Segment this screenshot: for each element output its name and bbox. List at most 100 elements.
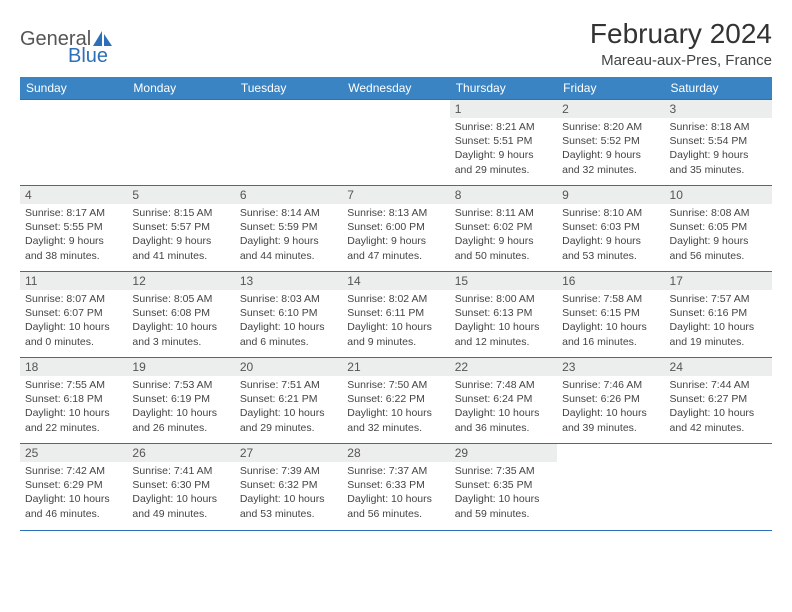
daylight-line: Daylight: 9 hours and 29 minutes. [455,148,552,176]
day-cell: 17Sunrise: 7:57 AMSunset: 6:16 PMDayligh… [665,272,772,358]
daylight-line: Daylight: 10 hours and 6 minutes. [240,320,337,348]
day-cell: 7Sunrise: 8:13 AMSunset: 6:00 PMDaylight… [342,186,449,272]
day-number: 12 [127,272,234,290]
day-number: 5 [127,186,234,204]
day-cell: 15Sunrise: 8:00 AMSunset: 6:13 PMDayligh… [450,272,557,358]
sunrise-line: Sunrise: 8:13 AM [347,206,444,220]
day-number: 17 [665,272,772,290]
day-cell: 27Sunrise: 7:39 AMSunset: 6:32 PMDayligh… [235,444,342,530]
sunset-line: Sunset: 6:10 PM [240,306,337,320]
week-row: 18Sunrise: 7:55 AMSunset: 6:18 PMDayligh… [20,358,772,444]
daylight-line: Daylight: 10 hours and 46 minutes. [25,492,122,520]
sunrise-line: Sunrise: 8:05 AM [132,292,229,306]
header: GeneralBlue February 2024 Mareau-aux-Pre… [20,18,772,69]
daylight-line: Daylight: 10 hours and 19 minutes. [670,320,767,348]
day-cell: 25Sunrise: 7:42 AMSunset: 6:29 PMDayligh… [20,444,127,530]
daylight-line: Daylight: 9 hours and 53 minutes. [562,234,659,262]
day-number: 19 [127,358,234,376]
day-cell: 8Sunrise: 8:11 AMSunset: 6:02 PMDaylight… [450,186,557,272]
week-row: 11Sunrise: 8:07 AMSunset: 6:07 PMDayligh… [20,272,772,358]
day-data: Sunrise: 7:57 AMSunset: 6:16 PMDaylight:… [665,290,772,353]
sunset-line: Sunset: 6:22 PM [347,392,444,406]
daylight-line: Daylight: 10 hours and 56 minutes. [347,492,444,520]
sunrise-line: Sunrise: 8:14 AM [240,206,337,220]
daylight-line: Daylight: 10 hours and 42 minutes. [670,406,767,434]
sunrise-line: Sunrise: 7:48 AM [455,378,552,392]
empty-cell [342,100,449,186]
day-number: 15 [450,272,557,290]
day-number: 20 [235,358,342,376]
empty-cell [127,100,234,186]
daylight-line: Daylight: 10 hours and 29 minutes. [240,406,337,434]
title-block: February 2024 Mareau-aux-Pres, France [590,18,772,69]
sunrise-line: Sunrise: 7:55 AM [25,378,122,392]
location: Mareau-aux-Pres, France [590,52,772,69]
day-cell: 10Sunrise: 8:08 AMSunset: 6:05 PMDayligh… [665,186,772,272]
sunset-line: Sunset: 5:59 PM [240,220,337,234]
sunset-line: Sunset: 6:24 PM [455,392,552,406]
daylight-line: Daylight: 9 hours and 44 minutes. [240,234,337,262]
daylight-line: Daylight: 9 hours and 41 minutes. [132,234,229,262]
day-cell: 16Sunrise: 7:58 AMSunset: 6:15 PMDayligh… [557,272,664,358]
daylight-line: Daylight: 9 hours and 35 minutes. [670,148,767,176]
day-number: 4 [20,186,127,204]
daylight-line: Daylight: 9 hours and 56 minutes. [670,234,767,262]
day-number: 14 [342,272,449,290]
day-number: 23 [557,358,664,376]
day-cell: 24Sunrise: 7:44 AMSunset: 6:27 PMDayligh… [665,358,772,444]
day-cell: 14Sunrise: 8:02 AMSunset: 6:11 PMDayligh… [342,272,449,358]
dayhead-saturday: Saturday [665,77,772,100]
day-number: 3 [665,100,772,118]
day-cell: 3Sunrise: 8:18 AMSunset: 5:54 PMDaylight… [665,100,772,186]
day-data: Sunrise: 7:53 AMSunset: 6:19 PMDaylight:… [127,376,234,439]
day-number: 25 [20,444,127,462]
day-data: Sunrise: 7:39 AMSunset: 6:32 PMDaylight:… [235,462,342,525]
day-data: Sunrise: 8:14 AMSunset: 5:59 PMDaylight:… [235,204,342,267]
sunset-line: Sunset: 6:32 PM [240,478,337,492]
day-data: Sunrise: 7:58 AMSunset: 6:15 PMDaylight:… [557,290,664,353]
day-number: 2 [557,100,664,118]
day-cell: 13Sunrise: 8:03 AMSunset: 6:10 PMDayligh… [235,272,342,358]
day-data: Sunrise: 8:13 AMSunset: 6:00 PMDaylight:… [342,204,449,267]
calendar-table: SundayMondayTuesdayWednesdayThursdayFrid… [20,77,772,530]
sunset-line: Sunset: 6:00 PM [347,220,444,234]
daylight-line: Daylight: 10 hours and 12 minutes. [455,320,552,348]
sunset-line: Sunset: 5:54 PM [670,134,767,148]
day-cell: 22Sunrise: 7:48 AMSunset: 6:24 PMDayligh… [450,358,557,444]
daylight-line: Daylight: 10 hours and 22 minutes. [25,406,122,434]
day-number: 29 [450,444,557,462]
daylight-line: Daylight: 10 hours and 0 minutes. [25,320,122,348]
sunrise-line: Sunrise: 8:08 AM [670,206,767,220]
dayhead-friday: Friday [557,77,664,100]
sunrise-line: Sunrise: 7:35 AM [455,464,552,478]
day-number: 13 [235,272,342,290]
day-number: 16 [557,272,664,290]
day-number: 7 [342,186,449,204]
week-row: 25Sunrise: 7:42 AMSunset: 6:29 PMDayligh… [20,444,772,530]
sunset-line: Sunset: 6:29 PM [25,478,122,492]
day-number: 22 [450,358,557,376]
daylight-line: Daylight: 9 hours and 47 minutes. [347,234,444,262]
day-number: 1 [450,100,557,118]
sunset-line: Sunset: 6:33 PM [347,478,444,492]
dayhead-sunday: Sunday [20,77,127,100]
sunset-line: Sunset: 6:02 PM [455,220,552,234]
sunset-line: Sunset: 6:07 PM [25,306,122,320]
daylight-line: Daylight: 10 hours and 53 minutes. [240,492,337,520]
day-data: Sunrise: 8:10 AMSunset: 6:03 PMDaylight:… [557,204,664,267]
day-data: Sunrise: 7:42 AMSunset: 6:29 PMDaylight:… [20,462,127,525]
day-data: Sunrise: 8:07 AMSunset: 6:07 PMDaylight:… [20,290,127,353]
daylight-line: Daylight: 10 hours and 59 minutes. [455,492,552,520]
sunrise-line: Sunrise: 7:44 AM [670,378,767,392]
day-data: Sunrise: 8:18 AMSunset: 5:54 PMDaylight:… [665,118,772,181]
sunrise-line: Sunrise: 8:10 AM [562,206,659,220]
day-cell: 26Sunrise: 7:41 AMSunset: 6:30 PMDayligh… [127,444,234,530]
day-data: Sunrise: 7:35 AMSunset: 6:35 PMDaylight:… [450,462,557,525]
sunset-line: Sunset: 6:13 PM [455,306,552,320]
sunrise-line: Sunrise: 8:18 AM [670,120,767,134]
sunset-line: Sunset: 6:30 PM [132,478,229,492]
sunset-line: Sunset: 6:18 PM [25,392,122,406]
day-number: 21 [342,358,449,376]
sunrise-line: Sunrise: 8:20 AM [562,120,659,134]
empty-cell [235,100,342,186]
